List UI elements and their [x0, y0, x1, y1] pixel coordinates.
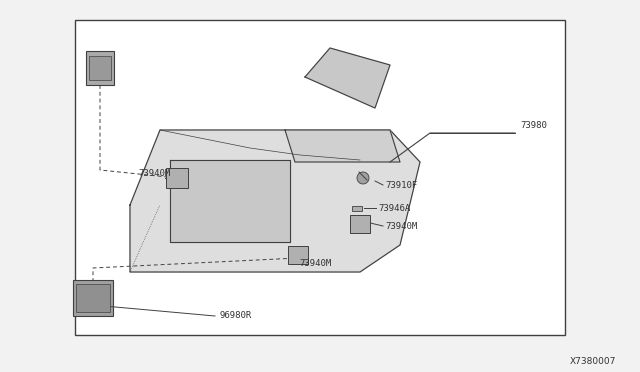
Polygon shape — [130, 130, 420, 272]
Bar — [75, 20, 565, 335]
Text: 73940M: 73940M — [299, 259, 332, 267]
Bar — [352, 206, 362, 211]
Text: 73940M: 73940M — [385, 221, 417, 231]
Bar — [86, 51, 114, 85]
Polygon shape — [170, 160, 290, 242]
Text: 73940M: 73940M — [138, 169, 170, 177]
Text: X7380007: X7380007 — [570, 357, 616, 366]
Text: 96980R: 96980R — [220, 311, 252, 321]
Text: 73980: 73980 — [520, 121, 547, 129]
Circle shape — [357, 172, 369, 184]
Bar — [288, 246, 308, 264]
Bar — [350, 215, 370, 233]
Bar — [76, 284, 110, 312]
Bar — [89, 56, 111, 80]
Polygon shape — [285, 130, 400, 162]
Text: 73910F: 73910F — [385, 180, 417, 189]
Polygon shape — [305, 48, 390, 108]
Bar — [73, 280, 113, 316]
Bar — [166, 168, 188, 188]
Text: 73946A: 73946A — [378, 203, 410, 212]
